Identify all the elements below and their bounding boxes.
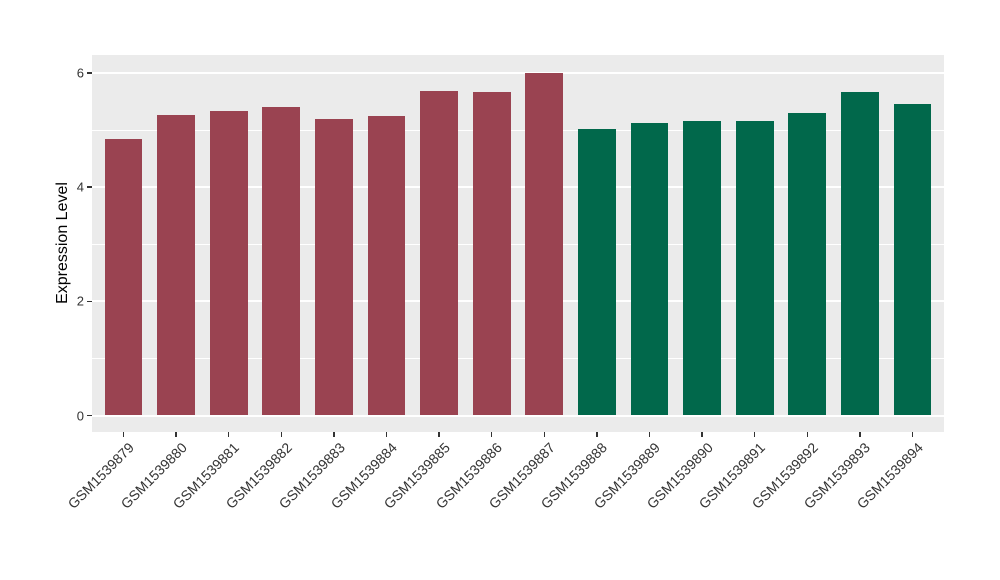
bar (630, 123, 669, 416)
bar (420, 91, 459, 416)
x-tick-mark (227, 432, 230, 437)
gridline-major (92, 186, 944, 189)
bar (683, 120, 721, 416)
bar (735, 120, 774, 416)
y-tick-label: 0 (76, 408, 84, 423)
x-tick-mark (385, 432, 388, 437)
x-tick-mark (543, 432, 546, 437)
x-tick-mark (438, 432, 440, 437)
y-axis-title: Expression Level (54, 182, 71, 304)
gridline-minor (92, 357, 944, 359)
x-tick-mark (490, 432, 493, 437)
bar (262, 107, 301, 416)
bar (893, 103, 932, 416)
gridline-minor (92, 129, 944, 131)
bar (472, 92, 511, 416)
y-tick-label: 2 (76, 293, 84, 309)
x-tick-mark (648, 432, 651, 437)
y-tick-label: 6 (76, 65, 84, 81)
bar (157, 114, 196, 416)
y-tick-mark (87, 72, 92, 74)
bar (209, 110, 248, 416)
plot-panel (92, 55, 944, 432)
x-tick-mark (175, 432, 177, 437)
bar (104, 139, 143, 416)
x-tick-mark (701, 432, 703, 437)
gridline-minor (92, 243, 944, 245)
bar (788, 112, 827, 416)
y-tick-mark (87, 414, 92, 417)
bar (525, 72, 564, 416)
y-tick-mark (87, 186, 92, 188)
x-tick-mark (596, 432, 598, 437)
x-tick-mark (333, 432, 335, 437)
x-tick-mark (753, 432, 756, 437)
bar (314, 119, 353, 416)
x-tick-mark (859, 432, 861, 437)
gridline-major (92, 300, 944, 303)
y-tick-mark (87, 300, 92, 303)
y-tick-label: 4 (76, 179, 84, 195)
x-tick-mark (280, 432, 283, 437)
x-tick-mark (806, 432, 808, 437)
gridline-major (92, 414, 944, 417)
x-tick-mark (122, 432, 125, 437)
bar (367, 116, 406, 416)
x-tick-mark (911, 432, 914, 437)
gridline-major (92, 71, 944, 74)
bar (840, 92, 879, 416)
bar (577, 128, 616, 416)
